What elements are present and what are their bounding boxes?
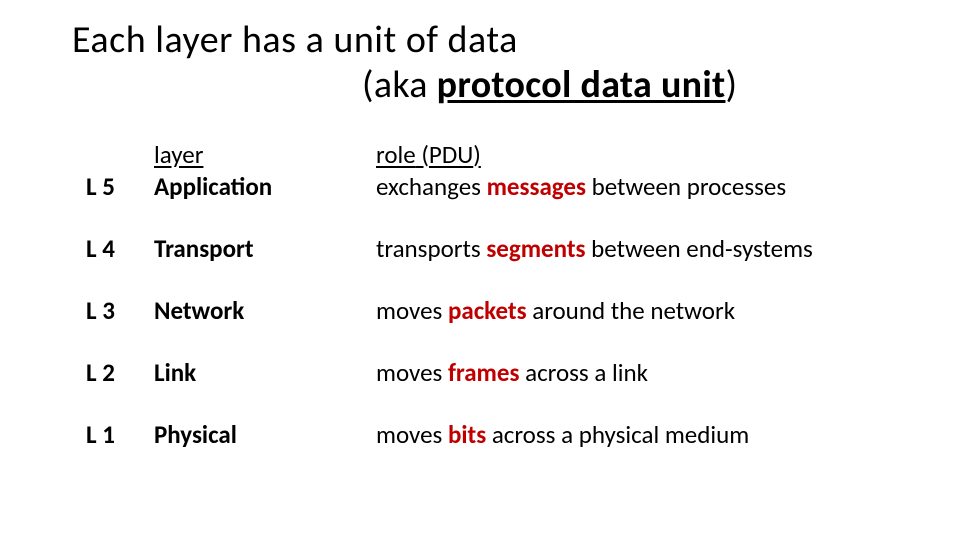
role-pdu: bits	[448, 419, 486, 450]
title-paren-close: )	[725, 62, 737, 108]
cell-role: moves packets around the network	[376, 296, 910, 326]
cell-role: moves bits across a physical medium	[376, 420, 910, 450]
cell-level: L 4	[86, 234, 154, 264]
title-paren-open: (aka	[362, 62, 437, 108]
cell-layer: Physical	[154, 420, 376, 450]
cell-role: moves frames across a link	[376, 358, 910, 388]
table-row: L 2 Link moves frames across a link	[86, 358, 910, 420]
title-line2: (aka protocol data unit)	[362, 63, 910, 108]
header-role: role (PDU)	[376, 140, 910, 170]
role-pre: transports	[376, 233, 486, 264]
cell-level: L 2	[86, 358, 154, 388]
header-layer: layer	[154, 140, 376, 170]
role-pdu: packets	[448, 295, 527, 326]
role-post: between end-systems	[585, 233, 812, 264]
slide-title: Each layer has a unit of data (aka proto…	[72, 18, 910, 108]
header-role-abbr: PDU	[429, 139, 473, 170]
header-role-paren-open: (	[416, 139, 429, 170]
slide: Each layer has a unit of data (aka proto…	[0, 0, 960, 540]
role-pre: moves	[376, 419, 448, 450]
role-pdu: frames	[448, 357, 519, 388]
cell-role: exchanges messages between processes	[376, 172, 910, 202]
cell-layer: Application	[154, 172, 376, 202]
cell-layer: Network	[154, 296, 376, 326]
title-line1: Each layer has a unit of data	[72, 18, 910, 63]
cell-level: L 5	[86, 172, 154, 202]
header-role-paren-close: )	[473, 139, 481, 170]
cell-role: transports segments between end-systems	[376, 234, 910, 264]
table-row: L 5 Application exchanges messages betwe…	[86, 172, 910, 234]
role-post: around the network	[527, 295, 736, 326]
role-pdu: segments	[486, 233, 585, 264]
table-header-row: layer role (PDU)	[86, 140, 910, 170]
role-pre: moves	[376, 295, 448, 326]
table-row: L 3 Network moves packets around the net…	[86, 296, 910, 358]
role-pre: moves	[376, 357, 448, 388]
role-pdu: messages	[487, 171, 586, 202]
layers-table: layer role (PDU) L 5 Application exchang…	[72, 140, 910, 482]
title-pdu-term: protocol data unit	[437, 62, 726, 108]
cell-level: L 1	[86, 420, 154, 450]
role-post: between processes	[586, 171, 786, 202]
role-post: across a physical medium	[486, 419, 749, 450]
cell-layer: Transport	[154, 234, 376, 264]
header-role-text: role	[376, 139, 416, 170]
cell-layer: Link	[154, 358, 376, 388]
table-row: L 4 Transport transports segments betwee…	[86, 234, 910, 296]
role-pre: exchanges	[376, 171, 487, 202]
role-post: across a link	[519, 357, 648, 388]
table-row: L 1 Physical moves bits across a physica…	[86, 420, 910, 482]
cell-level: L 3	[86, 296, 154, 326]
